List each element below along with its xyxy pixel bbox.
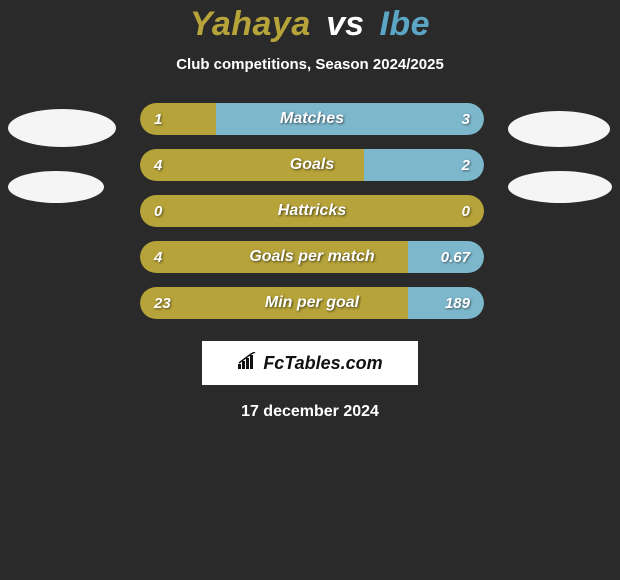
player2-club-logo — [508, 171, 612, 203]
stat-bars: 1 3 Matches 4 2 Goals 0 0 Hattricks 4 0.67 Goals pe… — [140, 103, 484, 319]
player2-name: Ibe — [379, 5, 430, 43]
date-text: 17 december 2024 — [0, 403, 620, 421]
bar-value-left: 23 — [154, 295, 171, 312]
stat-bar: 4 2 Goals — [140, 149, 484, 181]
bar-label: Goals per match — [249, 248, 374, 266]
title: Yahaya vs Ibe — [0, 5, 620, 44]
bar-segment-left — [140, 103, 216, 135]
avatar-col-left — [8, 103, 116, 203]
bar-value-right: 0 — [462, 203, 470, 220]
player1-photo — [8, 109, 116, 147]
stat-bar: 0 0 Hattricks — [140, 195, 484, 227]
bar-value-left: 0 — [154, 203, 162, 220]
player2-photo — [508, 111, 610, 147]
subtitle: Club competitions, Season 2024/2025 — [0, 56, 620, 73]
avatar-col-right — [508, 103, 612, 203]
player1-club-logo — [8, 171, 104, 203]
player1-name: Yahaya — [190, 5, 311, 43]
main-row: 1 3 Matches 4 2 Goals 0 0 Hattricks 4 0.67 Goals pe… — [0, 103, 620, 319]
bar-value-left: 4 — [154, 249, 162, 266]
vs-text: vs — [326, 5, 364, 43]
stat-bar: 1 3 Matches — [140, 103, 484, 135]
brand-chart-icon — [237, 352, 259, 375]
stat-bar: 4 0.67 Goals per match — [140, 241, 484, 273]
bar-value-left: 1 — [154, 111, 162, 128]
bar-label: Min per goal — [265, 294, 359, 312]
bar-label: Hattricks — [278, 202, 346, 220]
bar-value-right: 0.67 — [441, 249, 470, 266]
bar-label: Goals — [290, 156, 334, 174]
bar-value-right: 2 — [462, 157, 470, 174]
bar-label: Matches — [280, 110, 344, 128]
brand-box[interactable]: FcTables.com — [202, 341, 418, 385]
stats-card: Yahaya vs Ibe Club competitions, Season … — [0, 0, 620, 421]
bar-segment-right — [216, 103, 484, 135]
stat-bar: 23 189 Min per goal — [140, 287, 484, 319]
bar-value-right: 189 — [445, 295, 470, 312]
bar-value-right: 3 — [462, 111, 470, 128]
brand-text: FcTables.com — [263, 353, 382, 374]
bar-value-left: 4 — [154, 157, 162, 174]
